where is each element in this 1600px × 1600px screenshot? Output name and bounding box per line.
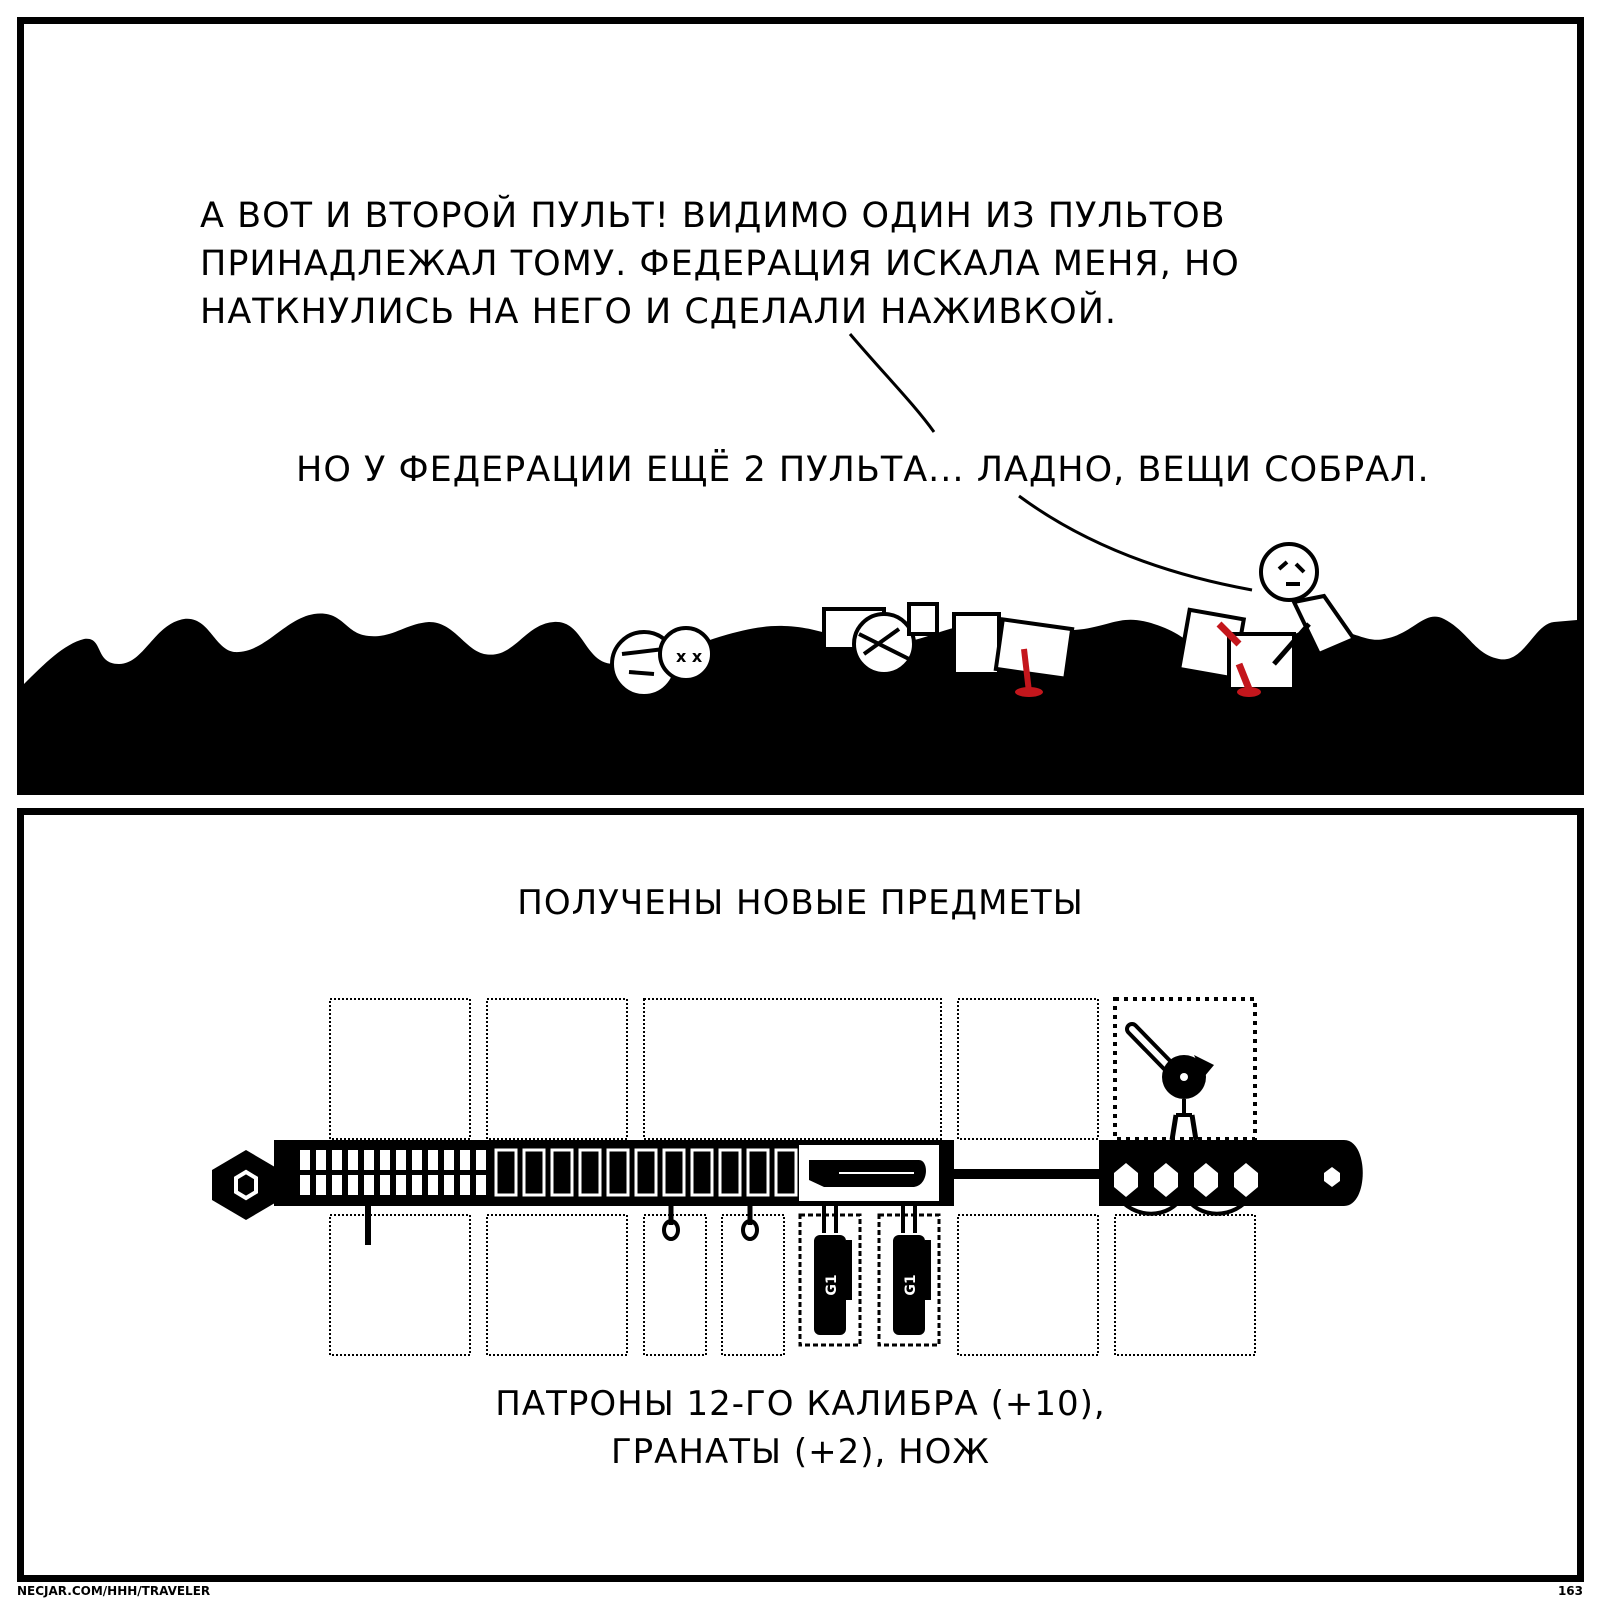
page-number: 163 — [1557, 1584, 1583, 1598]
bottom-panel: ПОЛУЧЕНЫ НОВЫЕ ПРЕДМЕТЫ — [17, 808, 1584, 1582]
items-line-2: ГРАНАТЫ (+2), НОЖ — [610, 1432, 991, 1472]
items-received-text: ПАТРОНЫ 12-ГО КАЛИБРА (+10), ГРАНАТЫ (+2… — [24, 1380, 1577, 1476]
belt-hex-buckle — [212, 1150, 280, 1220]
hunting-knife-icon — [1125, 1022, 1214, 1141]
belt-ring-2 — [741, 1219, 759, 1241]
speech-text-1: А ВОТ И ВТОРОЙ ПУЛЬТ! ВИДИМО ОДИН ИЗ ПУЛ… — [200, 192, 1240, 336]
shotgun-shells — [300, 1150, 486, 1195]
svg-text:x x: x x — [676, 647, 703, 666]
grenade-2: G1 — [877, 1206, 941, 1347]
speech-line: А ВОТ И ВТОРОЙ ПУЛЬТ! ВИДИМО ОДИН ИЗ ПУЛ… — [200, 196, 1226, 236]
speech-line: НАТКНУЛИСЬ НА НЕГО И СДЕЛАЛИ НАЖИВКОЙ. — [200, 292, 1117, 332]
footer-url[interactable]: NECJAR.COM/HHH/TRAVELER — [17, 1584, 211, 1598]
belt-hex-loops — [1114, 1163, 1258, 1197]
grenade-label: G1 — [903, 1274, 919, 1295]
slot-bottom-5 — [957, 1214, 1099, 1356]
dead-soldier-2 — [822, 602, 939, 676]
belt-chain — [1114, 1191, 1254, 1216]
speech-tail-1 — [848, 333, 936, 433]
slot-top-1 — [329, 998, 471, 1140]
slot-bottom-2 — [486, 1214, 628, 1356]
belt-end-hex — [1324, 1167, 1340, 1187]
slot-bottom-3 — [643, 1214, 707, 1356]
speech-line: ПРИНАДЛЕЖАЛ ТОМУ. ФЕДЕРАЦИЯ ИСКАЛА МЕНЯ,… — [200, 244, 1240, 284]
inventory-slots — [329, 998, 1256, 1356]
slot-new-item — [1113, 997, 1257, 1141]
slot-bottom-4 — [721, 1214, 785, 1356]
inventory-belt: G1 G1 — [212, 997, 1363, 1356]
slot-top-2 — [486, 998, 628, 1140]
belt-ring-1 — [662, 1219, 680, 1241]
protagonist — [1259, 542, 1358, 666]
grenade-1: G1 — [798, 1206, 862, 1347]
speech-tail-2 — [1018, 494, 1253, 592]
slot-bottom-1 — [329, 1214, 471, 1356]
belt-strap-right — [1099, 1140, 1363, 1206]
shell-loops — [494, 1148, 798, 1197]
dead-soldier-3 — [952, 612, 1075, 697]
dead-soldier-4 — [1176, 607, 1296, 697]
belt-link — [954, 1169, 1114, 1179]
items-line-1: ПАТРОНЫ 12-ГО КАЛИБРА (+10), — [495, 1384, 1106, 1424]
slot-bottom-6 — [1114, 1214, 1256, 1356]
grenade-label: G1 — [824, 1274, 840, 1295]
speech-text-2: НО У ФЕДЕРАЦИИ ЕЩЁ 2 ПУЛЬТА... ЛАДНО, ВЕ… — [296, 450, 1430, 490]
slot-top-4 — [957, 998, 1099, 1140]
new-items-title: ПОЛУЧЕНЫ НОВЫЕ ПРЕДМЕТЫ — [517, 883, 1084, 923]
battlefield-scene: x x — [24, 333, 1577, 788]
top-panel: А ВОТ И ВТОРОЙ ПУЛЬТ! ВИДИМО ОДИН ИЗ ПУЛ… — [17, 17, 1584, 795]
dead-soldier-1: x x — [610, 626, 714, 698]
slot-top-3 — [643, 998, 942, 1140]
